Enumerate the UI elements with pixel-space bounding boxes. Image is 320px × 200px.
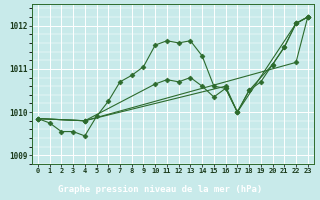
Text: Graphe pression niveau de la mer (hPa): Graphe pression niveau de la mer (hPa) [58, 185, 262, 194]
